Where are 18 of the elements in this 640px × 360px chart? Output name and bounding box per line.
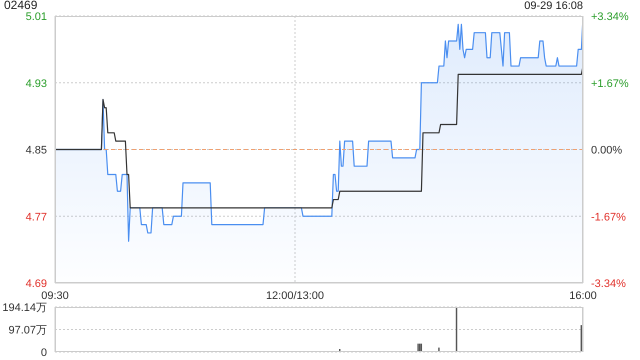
y-tick-label: 194.14万 <box>2 302 47 314</box>
y2-tick-label: +1.67% <box>591 78 629 90</box>
y-tick-label: 4.85 <box>26 144 47 156</box>
y2-tick-label: -3.34% <box>591 278 626 290</box>
y2-tick-label: 0.00% <box>591 144 622 156</box>
chart-subtitle: 09-29 16:08 <box>524 0 583 12</box>
x-tick-label: 16:00 <box>569 290 597 302</box>
y-tick-label: 4.77 <box>26 211 47 224</box>
chart-title: 02469 <box>4 0 38 12</box>
y-tick-label: 4.69 <box>26 278 47 290</box>
y-tick-label: 97.07万 <box>8 324 47 336</box>
x-tick-label: 09:30 <box>41 290 69 302</box>
y2-tick-label: -1.67% <box>591 211 626 224</box>
y2-tick-label: +3.34% <box>591 11 629 23</box>
y-tick-label: 4.93 <box>26 78 47 90</box>
y-tick-label: 0 <box>40 347 47 359</box>
x-tick-label: 12:00/13:00 <box>266 290 324 302</box>
y-tick-label: 5.01 <box>26 11 47 23</box>
